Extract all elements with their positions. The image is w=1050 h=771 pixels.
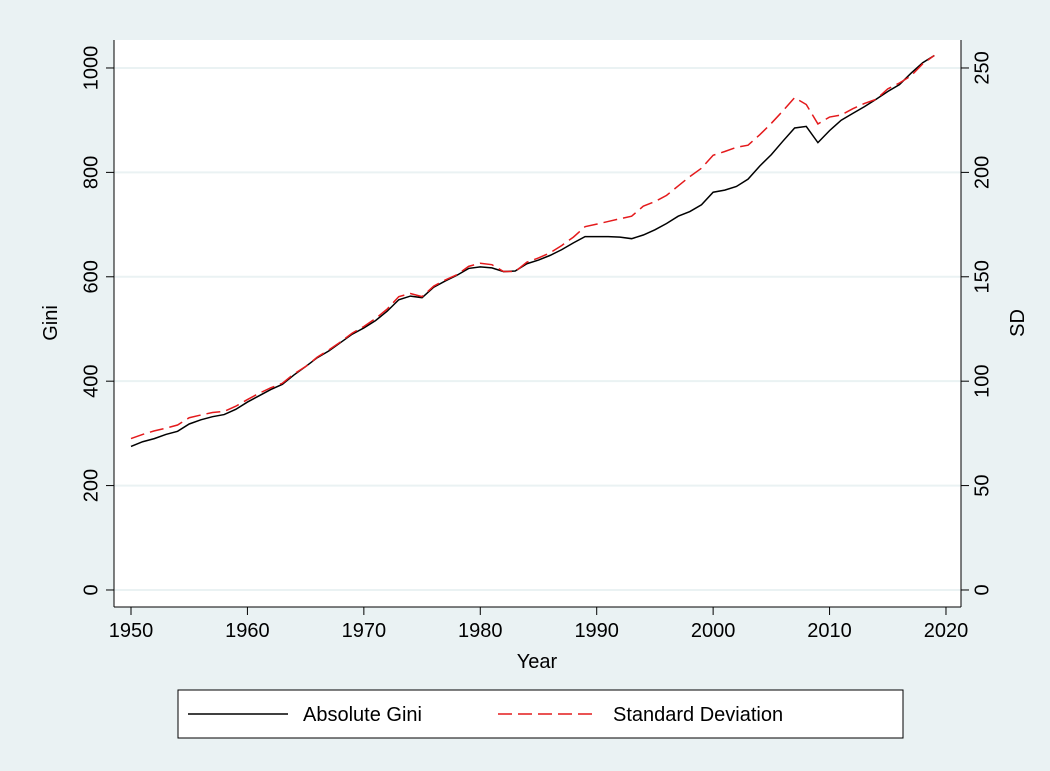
y2-tick-label: 200 [971, 156, 993, 189]
x-tick-label: 2010 [807, 620, 852, 642]
y2-tick-label: 250 [971, 51, 993, 84]
x-axis-title: Year [517, 651, 558, 673]
x-tick-label: 1980 [458, 620, 503, 642]
legend-label: Absolute Gini [303, 704, 422, 726]
legend-label: Standard Deviation [613, 704, 783, 726]
series-line [130, 54, 935, 448]
x-tick-label: 1960 [225, 620, 270, 642]
y-tick-label: 1000 [80, 46, 102, 91]
series-line [130, 54, 935, 440]
y2-tick-label: 150 [971, 260, 993, 293]
y2-axis-title: SD [1007, 309, 1029, 337]
y2-tick-label: 0 [971, 584, 993, 595]
x-tick-label: 1950 [109, 620, 154, 642]
x-tick-label: 1970 [342, 620, 387, 642]
y-tick-label: 0 [80, 584, 102, 595]
y-tick-label: 600 [80, 260, 102, 293]
y-tick-label: 800 [80, 156, 102, 189]
y2-tick-label: 50 [971, 474, 993, 496]
y2-tick-label: 100 [971, 364, 993, 397]
y-axis-title: Gini [40, 305, 62, 341]
x-tick-label: 2020 [924, 620, 969, 642]
y-tick-label: 400 [80, 364, 102, 397]
x-tick-label: 1990 [574, 620, 619, 642]
y-tick-label: 200 [80, 469, 102, 502]
x-tick-label: 2000 [691, 620, 736, 642]
plot-area [114, 40, 961, 607]
